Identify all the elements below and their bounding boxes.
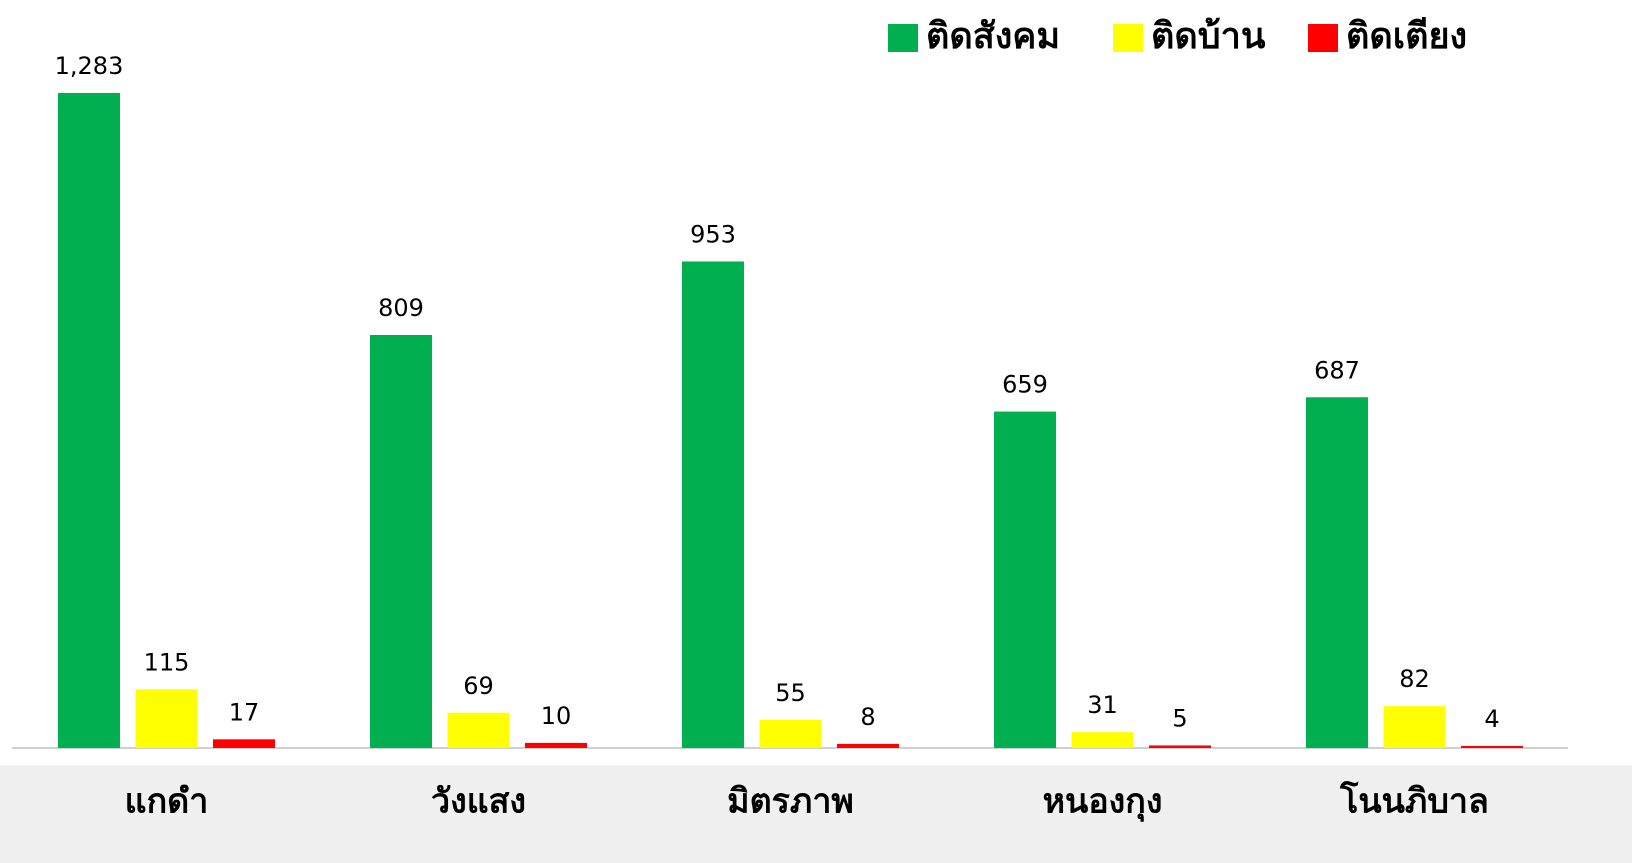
- legend-swatch: [1113, 24, 1143, 52]
- bar: [1306, 397, 1368, 748]
- bar: [525, 742, 587, 748]
- value-label: 115: [144, 648, 190, 676]
- value-label: 8: [860, 703, 875, 731]
- x-tick-label: แกดำ: [125, 782, 209, 822]
- value-label: 5: [1172, 704, 1187, 732]
- value-label: 659: [1002, 371, 1048, 399]
- bar: [58, 93, 120, 748]
- legend-label: ติดเตียง: [1346, 16, 1467, 57]
- value-label: 687: [1314, 356, 1360, 384]
- value-label: 55: [775, 679, 806, 707]
- bar: [682, 261, 744, 748]
- bar: [759, 719, 822, 748]
- footer-band: [0, 765, 1632, 863]
- value-label: 17: [229, 698, 260, 726]
- value-label: 31: [1087, 691, 1118, 719]
- value-label: 809: [378, 294, 424, 322]
- value-label: 10: [541, 702, 572, 730]
- value-label: 4: [1484, 705, 1499, 733]
- legend-label: ติดบ้าน: [1151, 16, 1266, 57]
- legend-swatch: [888, 24, 918, 52]
- value-label: 1,283: [55, 52, 124, 80]
- bar: [447, 712, 510, 748]
- value-label: 953: [690, 220, 736, 248]
- x-tick-label: มิตรภาพ: [727, 782, 854, 822]
- bar: [994, 411, 1056, 748]
- bar: [1461, 745, 1523, 748]
- bar: [1071, 732, 1134, 748]
- value-label: 82: [1399, 665, 1430, 693]
- bar: [370, 334, 432, 748]
- x-tick-label: วังแสง: [431, 782, 526, 822]
- bar: [837, 743, 899, 748]
- bar: [213, 739, 275, 748]
- x-tick-label: โนนภิบาล: [1339, 781, 1489, 822]
- bar: [1383, 706, 1446, 748]
- bar: [135, 689, 198, 748]
- x-tick-label: หนองกุง: [1043, 782, 1163, 823]
- legend-label: ติดสังคม: [926, 16, 1060, 57]
- value-label: 69: [463, 672, 494, 700]
- legend-swatch: [1308, 24, 1338, 52]
- bar: [1149, 745, 1211, 748]
